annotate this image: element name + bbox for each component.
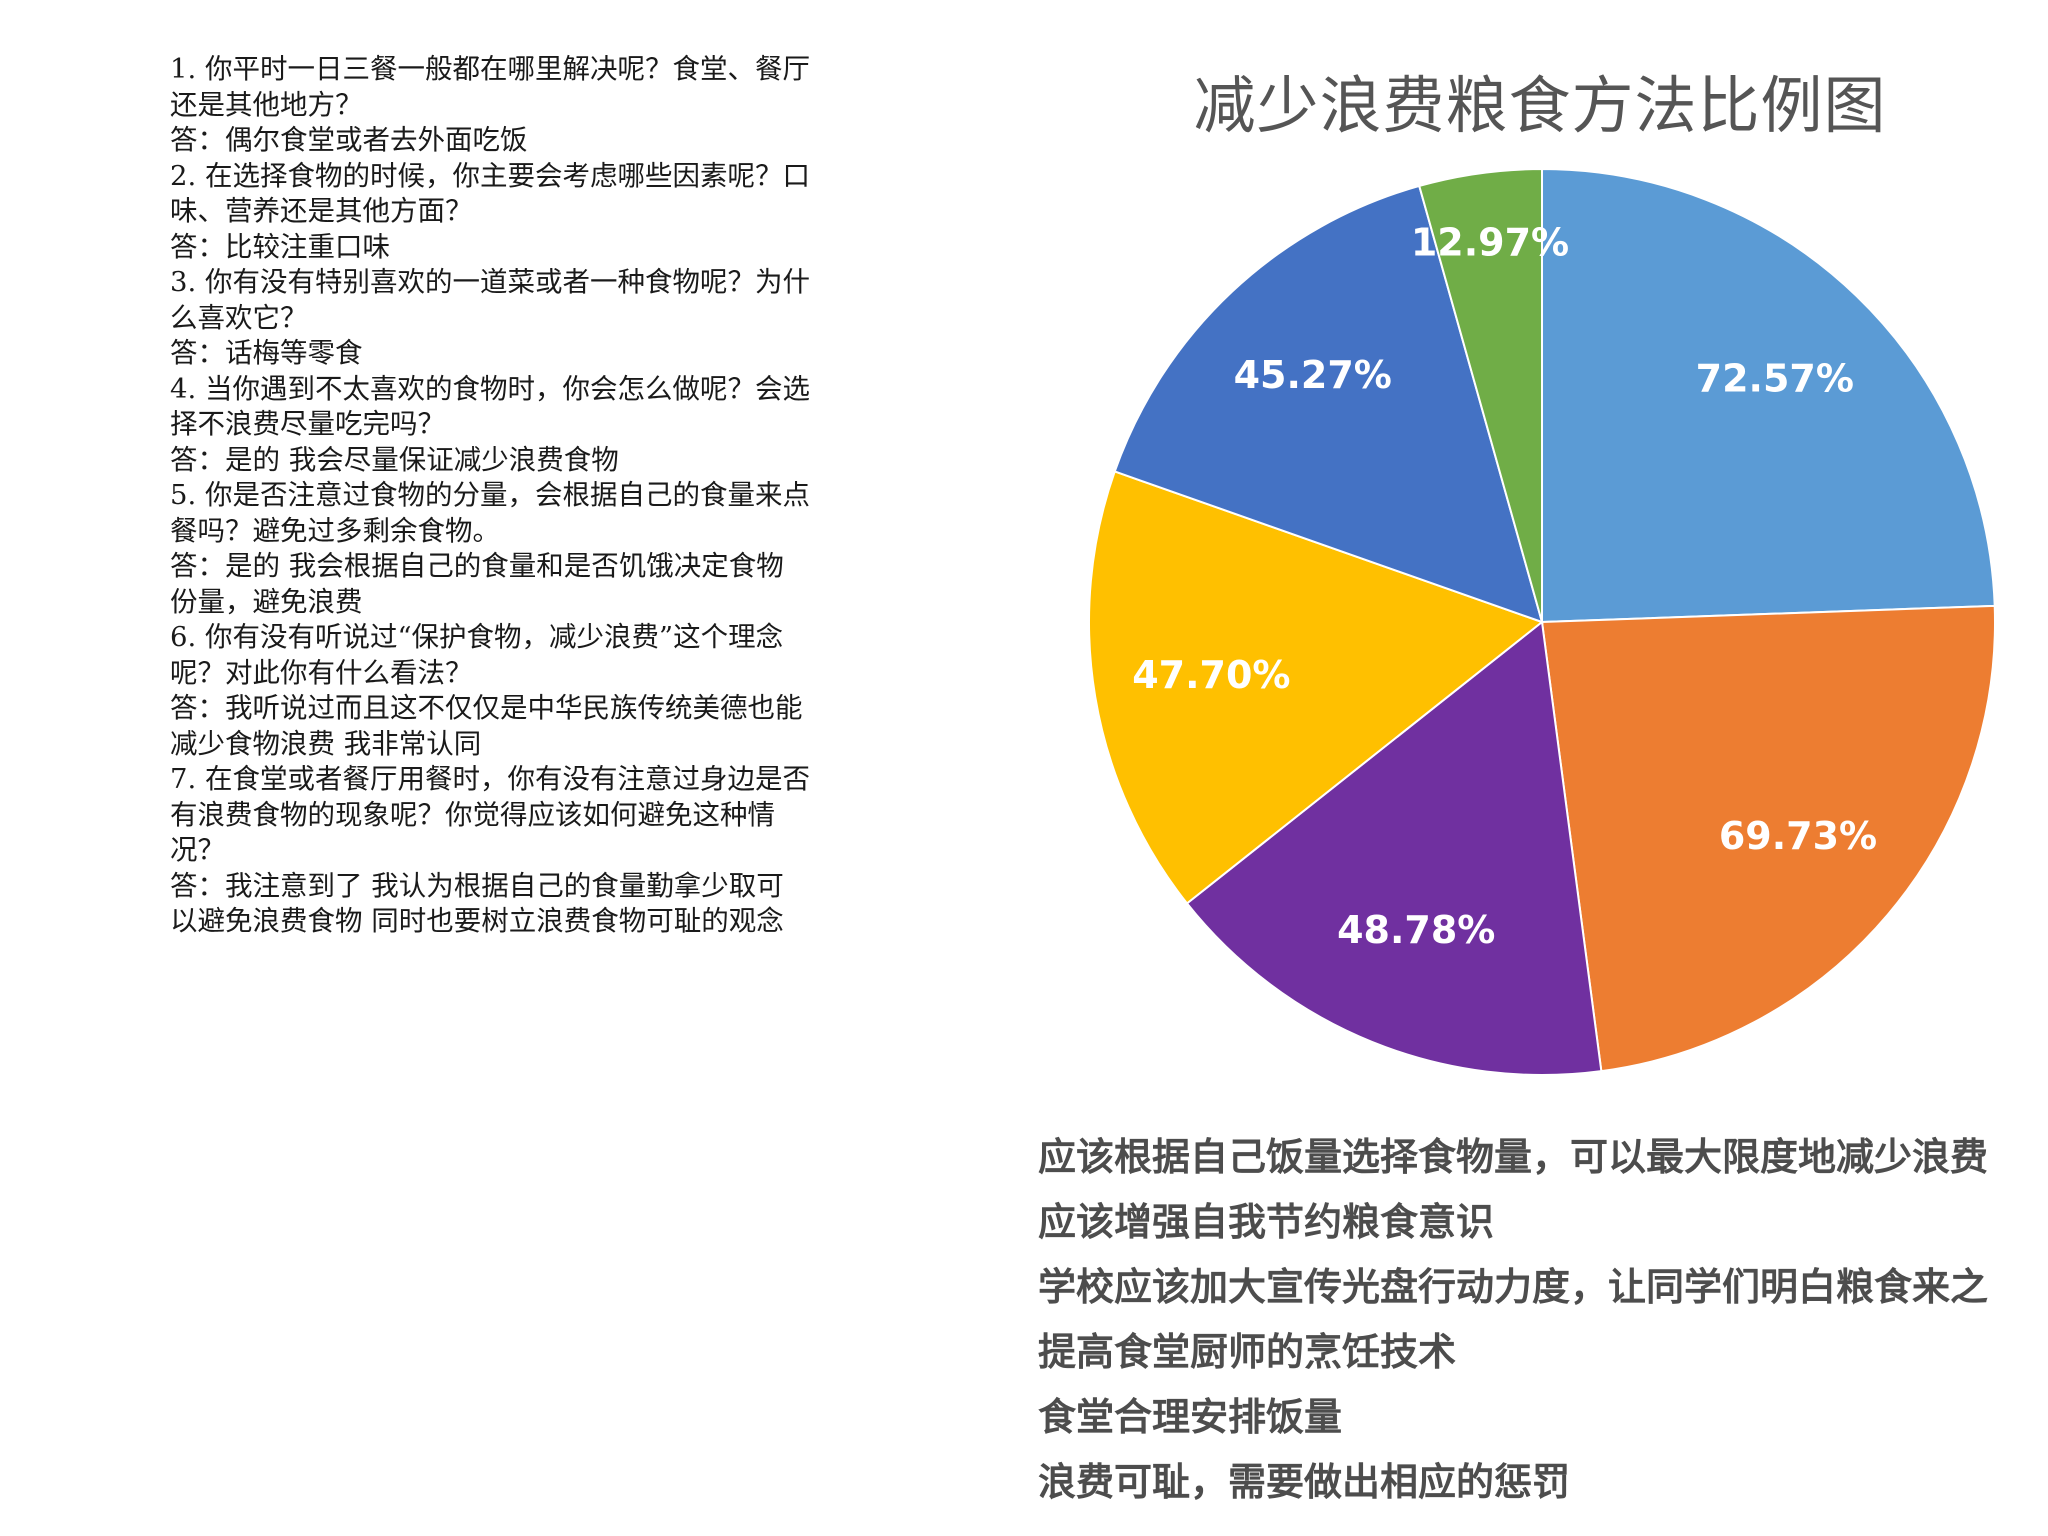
pie-slice-label: 69.73% — [1719, 814, 1877, 858]
legend-item: 浪费可耻，需要做出相应的惩罚 — [1038, 1460, 1571, 1504]
legend-item: 应该根据自己饭量选择食物量，可以最大限度地减少浪费 — [1038, 1135, 1989, 1179]
qa-line: 5. 你是否注意过食物的分量，会根据自己的食量来点 — [170, 479, 810, 511]
pie-slice — [1540, 604, 1996, 1073]
qa-line: 餐吗？避免过多剩余食物。 — [170, 514, 500, 547]
qa-line: 择不浪费尽量吃完吗？ — [170, 408, 445, 440]
pie-slice-label: 47.70% — [1132, 653, 1290, 697]
pie-slice-label: 48.78% — [1337, 908, 1495, 952]
qa-line: 以避免浪费食物 同时也要树立浪费食物可耻的观念 — [170, 905, 784, 937]
qa-line: 4. 当你遇到不太喜欢的食物时，你会怎么做呢？会选 — [170, 372, 810, 405]
qa-line: 份量，避免浪费 — [170, 585, 363, 618]
chart-title: 减少浪费粮食方法比例图 — [1193, 69, 1887, 142]
qa-line: 呢？对此你有什么看法？ — [170, 656, 473, 689]
qa-line: 答：是的 我会尽量保证减少浪费食物 — [170, 443, 619, 476]
legend-item: 学校应该加大宣传光盘行动力度，让同学们明白粮食来之 — [1038, 1265, 1989, 1309]
qa-line: 还是其他地方？ — [170, 88, 363, 121]
pie-slice — [1541, 167, 1996, 624]
qa-line: 2. 在选择食物的时候，你主要会考虑哪些因素呢？口 — [170, 159, 810, 192]
qa-line: 6. 你有没有听说过“保护食物，减少浪费”这个理念 — [170, 621, 784, 653]
qa-line: 味、营养还是其他方面？ — [170, 195, 473, 227]
pie-slice — [1088, 470, 1545, 905]
pie-slice — [1113, 184, 1544, 624]
qa-line: 况？ — [170, 834, 225, 866]
chart-legend: 应该根据自己饭量选择食物量，可以最大限度地减少浪费 应该增强自我节约粮食意识学校应… — [1038, 1125, 2048, 1515]
qa-line: 答：是的 我会根据自己的食量和是否饥饿决定食物 — [170, 550, 784, 582]
qa-line: 答：偶尔食堂或者去外面吃饭 — [170, 124, 528, 156]
pie-slice-label: 45.27% — [1234, 353, 1392, 397]
legend-item: 应该增强自我节约粮食意识 — [1038, 1200, 1495, 1244]
interview-qa-text: 1. 你平时一日三餐一般都在哪里解决呢？食堂、餐厅 还是其他地方？ 答：偶尔食堂或者… — [170, 52, 875, 940]
pie-slice — [1185, 620, 1603, 1076]
pie-slice-label: 12.97% — [1411, 221, 1569, 265]
qa-line: 减少食物浪费 我非常认同 — [170, 727, 482, 760]
pie-slice-label: 72.57% — [1696, 356, 1854, 400]
qa-line: 3. 你有没有特别喜欢的一道菜或者一种食物呢？为什 — [170, 266, 810, 298]
legend-item: 提高食堂厨师的烹饪技术 — [1038, 1330, 1457, 1374]
qa-line: 7. 在食堂或者餐厅用餐时，你有没有注意过身边是否 — [170, 763, 810, 795]
qa-line: 答：话梅等零食 — [170, 337, 363, 369]
qa-line: 答：比较注重口味 — [170, 230, 390, 263]
qa-line: 答：我注意到了 我认为根据自己的食量勤拿少取可 — [170, 869, 784, 902]
qa-line: 有浪费食物的现象呢？你觉得应该如何避免这种情 — [170, 798, 775, 831]
qa-line: 么喜欢它？ — [170, 301, 308, 334]
legend-item: 食堂合理安排饭量 — [1038, 1395, 1343, 1439]
pie-slice — [1418, 167, 1543, 623]
qa-line: 1. 你平时一日三餐一般都在哪里解决呢？食堂、餐厅 — [170, 53, 810, 85]
qa-line: 答：我听说过而且这不仅仅是中华民族传统美德也能 — [170, 692, 803, 724]
